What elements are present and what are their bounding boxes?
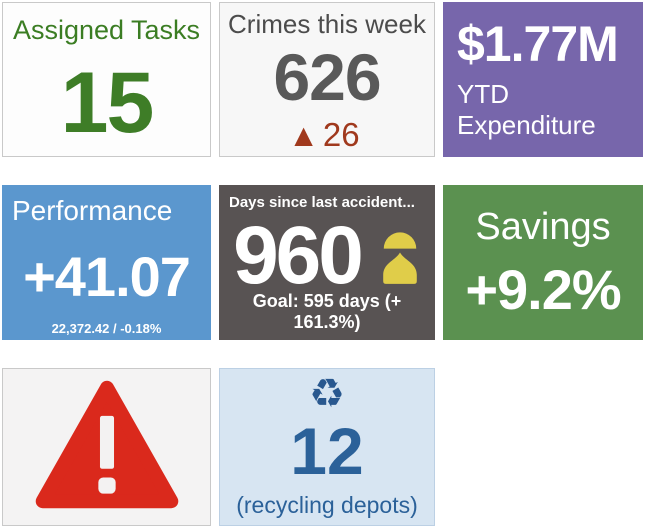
crimes-delta-value: 26 [322,116,360,153]
card-ytd-expenditure: $1.77M YTD Expenditure [443,2,643,157]
card-days-since-accident: Days since last accident... 960 Goal: 59… [219,185,435,340]
card-savings: Savings +9.2% [443,185,643,340]
performance-detail: 22,372.42 / -0.18% [51,321,162,336]
accident-value-row: 960 [219,211,435,301]
card-performance: Performance +41.07 22,372.42 / -0.18% [2,185,211,340]
assigned-tasks-value: 15 [60,55,155,151]
card-warning [2,368,211,526]
crimes-title: Crimes this week [228,9,426,39]
card-recycling-depots: ♻ 12 (recycling depots) [219,368,435,526]
performance-title: Performance [12,195,173,226]
worker-icon [379,229,421,290]
savings-title: Savings [475,205,611,248]
accident-value: 960 [233,210,364,301]
expenditure-value: $1.77M [457,16,619,73]
up-triangle-icon: ▲ [294,120,313,149]
warning-triangle-icon [32,377,182,517]
savings-value: +9.2% [465,258,621,322]
crimes-delta: ▲ 26 [294,118,359,151]
assigned-tasks-title: Assigned Tasks [12,15,201,45]
expenditure-label: YTD Expenditure [457,78,596,140]
recycling-label: (recycling depots) [236,492,418,518]
accident-title: Days since last accident... [229,194,415,211]
recycle-icon: ♻ [309,371,345,417]
accident-goal: Goal: 595 days (+ 161.3%) [252,291,402,332]
recycling-value: 12 [290,414,364,488]
crimes-value: 626 [273,40,381,114]
performance-value: +41.07 [23,245,191,308]
card-assigned-tasks: Assigned Tasks 15 [2,2,211,157]
card-crimes-this-week: Crimes this week 626 ▲ 26 [219,2,435,157]
